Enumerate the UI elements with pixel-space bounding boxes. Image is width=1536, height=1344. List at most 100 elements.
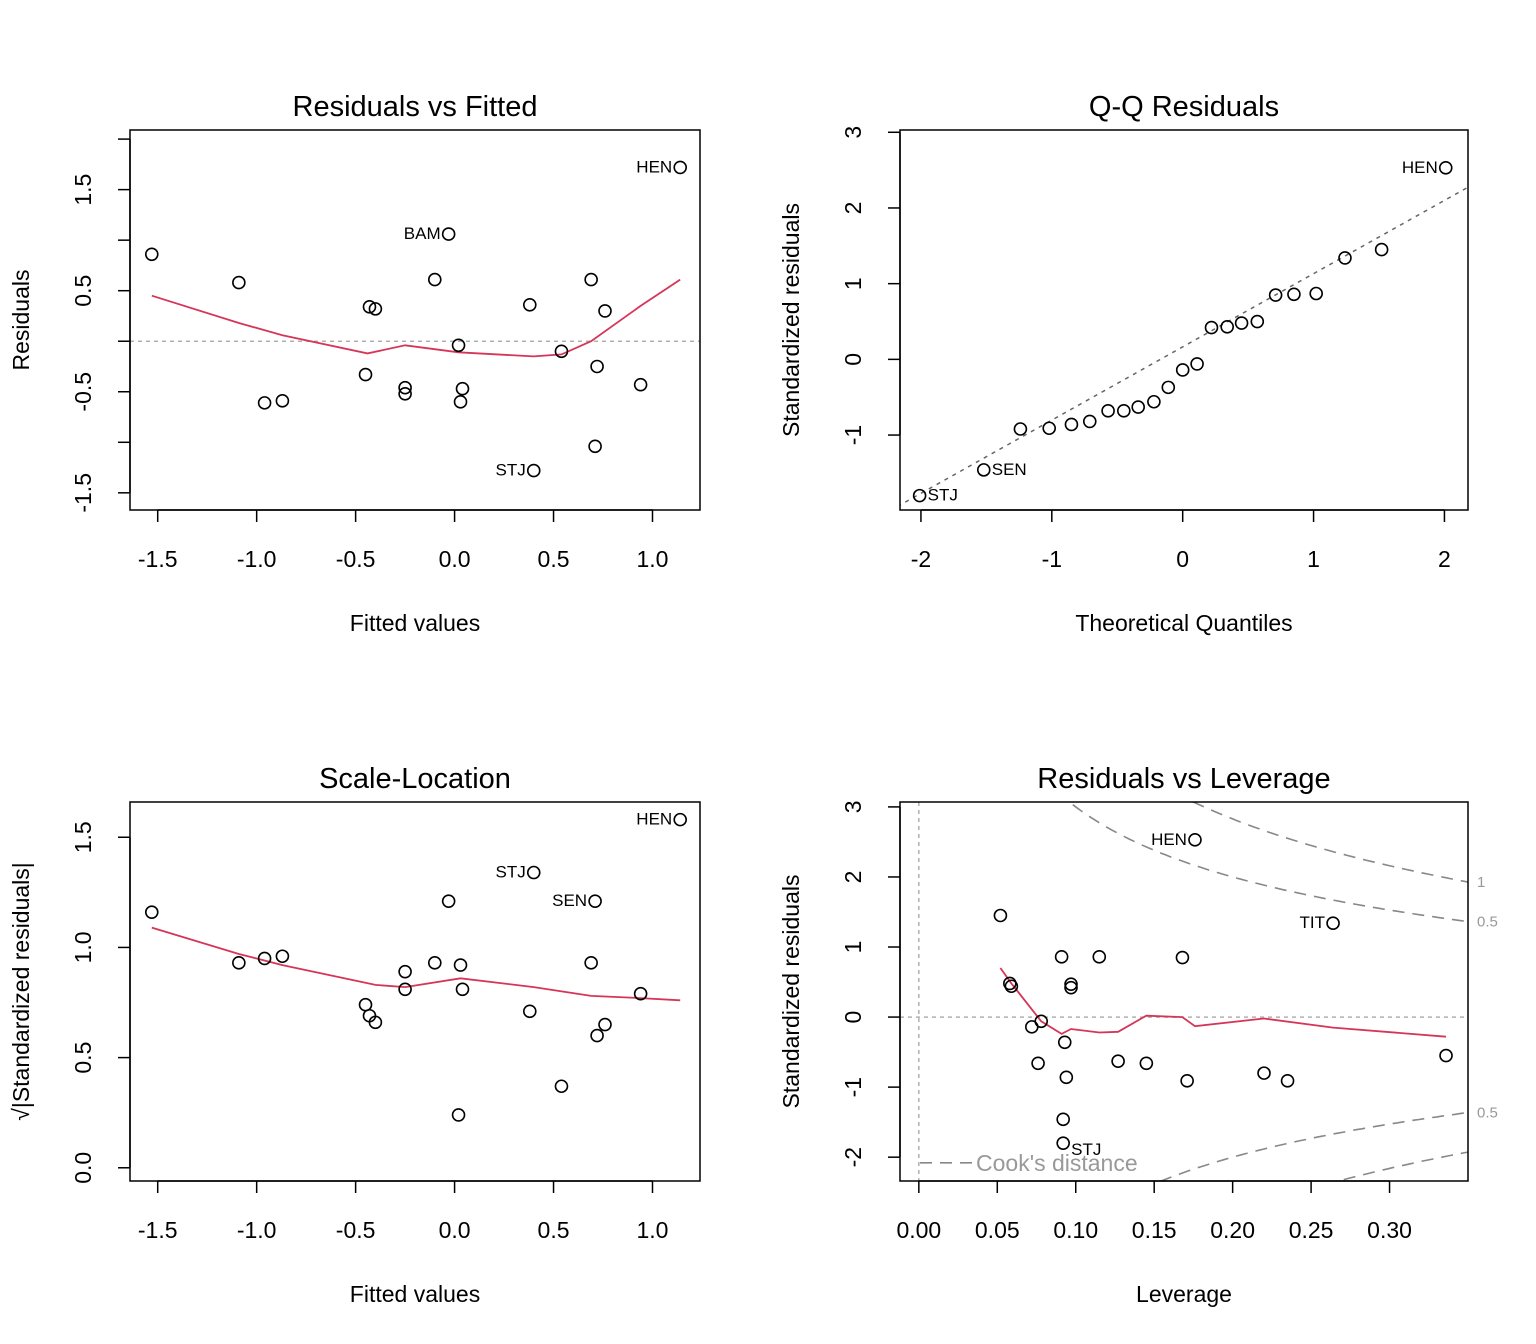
data-point bbox=[588, 894, 602, 908]
data-point bbox=[1439, 1048, 1453, 1063]
data-point bbox=[453, 395, 468, 409]
data-point bbox=[1092, 950, 1107, 964]
data-point bbox=[1338, 251, 1352, 265]
smooth-line bbox=[999, 967, 1447, 1038]
cooks-contour-label: 0.5 bbox=[1477, 914, 1498, 931]
data-point bbox=[1131, 400, 1145, 414]
x-tick-label: -1.5 bbox=[138, 1217, 178, 1243]
data-point bbox=[633, 377, 648, 392]
x-tick-label: 0.20 bbox=[1210, 1217, 1255, 1243]
data-point bbox=[1111, 1054, 1125, 1069]
x-tick-label: 0.15 bbox=[1132, 1217, 1177, 1243]
data-point bbox=[441, 227, 456, 241]
data-points: STJ HEN TIT bbox=[993, 830, 1453, 1159]
y-tick-label: -1 bbox=[840, 425, 866, 445]
y-tick-label: 0.0 bbox=[70, 1152, 96, 1184]
y-tick-label: 2 bbox=[840, 202, 866, 215]
plot-frame bbox=[129, 129, 701, 511]
x-tick-label: -2 bbox=[911, 546, 931, 572]
data-point bbox=[1082, 414, 1097, 429]
data-point bbox=[358, 367, 373, 382]
data-point bbox=[976, 463, 991, 477]
panel-qq: Q-Q Residuals Theoretical Quantiles Standa… bbox=[778, 91, 1469, 636]
x-tick-label: 0.10 bbox=[1053, 1217, 1098, 1243]
data-point bbox=[368, 302, 383, 316]
y-tick-label: -1 bbox=[840, 1077, 866, 1097]
data-point bbox=[526, 865, 541, 880]
cooks-distance-contour bbox=[1068, 802, 1468, 923]
data-point bbox=[1309, 286, 1323, 301]
data-point bbox=[1234, 316, 1249, 330]
y-tick-label: 1 bbox=[840, 941, 866, 954]
y-tick-label: 1.5 bbox=[70, 174, 96, 206]
x-axis-label: Leverage bbox=[1136, 1281, 1232, 1307]
data-point bbox=[1064, 977, 1078, 991]
y-tick-label: 0 bbox=[840, 1011, 866, 1024]
x-tick-label: -1.5 bbox=[138, 546, 178, 572]
y-axis: -1 0 1 2 3 bbox=[840, 126, 901, 445]
x-axis: 0.00 0.05 0.10 0.15 0.20 0.25 0.30 bbox=[896, 1180, 1412, 1243]
x-tick-label: 0.05 bbox=[975, 1217, 1020, 1243]
data-point bbox=[1057, 1035, 1072, 1050]
data-point bbox=[1175, 363, 1190, 377]
data-point bbox=[1101, 404, 1115, 418]
data-point bbox=[1190, 357, 1204, 371]
data-point bbox=[441, 894, 456, 908]
x-axis: -1.5 -1.0 -0.5 0.0 0.5 1.0 bbox=[138, 509, 669, 572]
data-points: BAM STJ HEN bbox=[144, 157, 688, 480]
y-tick-label: 1.0 bbox=[70, 931, 96, 963]
data-point bbox=[1054, 950, 1069, 964]
data-point bbox=[453, 958, 468, 972]
chart-title: Scale-Location bbox=[319, 763, 511, 795]
data-point bbox=[1064, 417, 1079, 432]
y-axis: -1.5 -0.5 0.5 1.5 bbox=[70, 138, 131, 513]
data-point bbox=[1034, 1014, 1049, 1029]
data-point bbox=[598, 304, 612, 318]
y-tick-label: 0.5 bbox=[70, 1042, 96, 1074]
data-point bbox=[1204, 320, 1219, 335]
data-points: STJ SEN HEN bbox=[912, 158, 1453, 505]
data-point bbox=[554, 344, 569, 359]
data-point bbox=[232, 275, 246, 290]
data-point bbox=[1059, 1070, 1074, 1085]
data-point bbox=[1031, 1056, 1045, 1071]
data-point bbox=[398, 982, 412, 997]
data-point bbox=[368, 1015, 383, 1030]
x-tick-label: 0.25 bbox=[1289, 1217, 1334, 1243]
x-tick-label: 0.5 bbox=[538, 1217, 570, 1243]
data-point bbox=[993, 908, 1008, 923]
smooth-line bbox=[151, 278, 681, 358]
data-points: STJ SEN HEN bbox=[144, 810, 688, 1122]
plot-area bbox=[151, 926, 681, 1002]
data-point bbox=[362, 300, 377, 314]
plot-area bbox=[900, 186, 1468, 506]
data-point bbox=[522, 298, 537, 312]
x-tick-label: 0.30 bbox=[1367, 1217, 1412, 1243]
data-point bbox=[1116, 404, 1131, 418]
y-tick-label: 3 bbox=[840, 801, 866, 814]
qq-reference-line bbox=[900, 186, 1468, 506]
data-point bbox=[1161, 380, 1176, 395]
data-point bbox=[1280, 1074, 1295, 1088]
x-tick-label: 1.0 bbox=[637, 546, 669, 572]
data-point bbox=[673, 160, 688, 175]
x-tick-label: -1 bbox=[1042, 546, 1062, 572]
data-point bbox=[590, 1028, 604, 1043]
data-point bbox=[584, 956, 598, 970]
plot-frame bbox=[129, 801, 701, 1182]
point-label: HEN bbox=[636, 157, 672, 176]
point-label: SEN bbox=[552, 891, 587, 910]
x-axis: -2 -1 0 1 2 bbox=[911, 509, 1451, 572]
x-tick-label: 1 bbox=[1307, 546, 1320, 572]
x-tick-label: 0.00 bbox=[896, 1217, 941, 1243]
data-point bbox=[275, 949, 290, 964]
point-label: STJ bbox=[496, 461, 526, 480]
data-point bbox=[554, 1079, 569, 1094]
y-axis-label: Standardized residuals bbox=[778, 203, 804, 437]
smooth-line bbox=[151, 926, 681, 1002]
y-tick-label: 1.5 bbox=[70, 821, 96, 853]
x-tick-label: -0.5 bbox=[336, 546, 376, 572]
cooks-contour-label: 0.5 bbox=[1477, 1105, 1498, 1122]
y-tick-label: 3 bbox=[840, 126, 866, 139]
plot-frame bbox=[899, 801, 1469, 1182]
